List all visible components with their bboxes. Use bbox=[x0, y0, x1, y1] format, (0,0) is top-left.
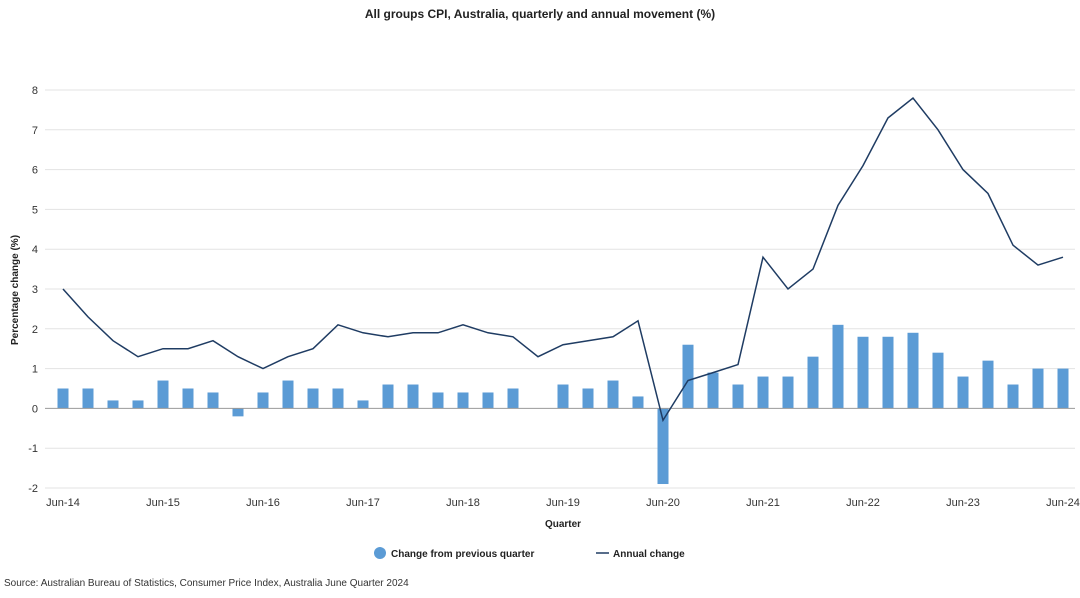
gridlines bbox=[45, 89, 1075, 489]
bar bbox=[357, 400, 369, 409]
bar bbox=[82, 388, 94, 409]
x-tick-label: Jun-23 bbox=[946, 497, 980, 509]
bar bbox=[682, 344, 694, 409]
bar bbox=[182, 388, 194, 409]
y-tick-label: 5 bbox=[32, 204, 38, 216]
bar bbox=[632, 396, 644, 409]
bar bbox=[657, 408, 669, 485]
y-tick-label: -2 bbox=[28, 483, 38, 495]
x-tick-label: Jun-22 bbox=[846, 497, 880, 509]
bar bbox=[382, 384, 394, 409]
y-tick-label: -1 bbox=[28, 443, 38, 455]
chart-title: All groups CPI, Australia, quarterly and… bbox=[365, 7, 715, 21]
bar bbox=[932, 352, 944, 409]
bar bbox=[1007, 384, 1019, 409]
bar bbox=[757, 376, 769, 409]
x-tick-label: Jun-15 bbox=[146, 497, 180, 509]
bar bbox=[457, 392, 469, 409]
bar bbox=[207, 392, 219, 409]
bar bbox=[482, 392, 494, 409]
legend-bar-marker bbox=[374, 547, 386, 559]
x-tick-label: Jun-16 bbox=[246, 497, 280, 509]
y-axis-ticks: -2 -1 0 1 2 3 4 5 6 7 8 bbox=[28, 85, 38, 495]
y-tick-label: 1 bbox=[32, 364, 38, 376]
bar bbox=[857, 336, 869, 409]
bar-series bbox=[57, 324, 1069, 485]
bar bbox=[582, 388, 594, 409]
bar bbox=[607, 380, 619, 409]
bar bbox=[257, 392, 269, 409]
bar bbox=[332, 388, 344, 409]
y-tick-label: 7 bbox=[32, 125, 38, 137]
y-tick-label: 6 bbox=[32, 165, 38, 177]
y-tick-label: 3 bbox=[32, 284, 38, 296]
bar bbox=[557, 384, 569, 409]
y-tick-label: 2 bbox=[32, 324, 38, 336]
bar bbox=[232, 408, 244, 417]
x-tick-label: Jun-24 bbox=[1046, 497, 1080, 509]
bar bbox=[782, 376, 794, 409]
x-tick-label: Jun-14 bbox=[46, 497, 80, 509]
x-tick-label: Jun-21 bbox=[746, 497, 780, 509]
y-axis-label: Percentage change (%) bbox=[10, 235, 21, 345]
bar bbox=[957, 376, 969, 409]
y-tick-label: 4 bbox=[32, 244, 38, 256]
bar bbox=[707, 372, 719, 409]
bar bbox=[132, 400, 144, 409]
legend-bar-label: Change from previous quarter bbox=[391, 549, 534, 560]
bar bbox=[432, 392, 444, 409]
legend: Change from previous quarter Annual chan… bbox=[374, 547, 685, 560]
x-tick-label: Jun-19 bbox=[546, 497, 580, 509]
legend-line-label: Annual change bbox=[613, 549, 685, 560]
bar bbox=[282, 380, 294, 409]
bar bbox=[57, 388, 69, 409]
annual-change-line bbox=[62, 96, 1064, 423]
x-axis-ticks: Jun-14 Jun-15 Jun-16 Jun-17 Jun-18 Jun-19 Jun-… bbox=[46, 497, 1080, 509]
bar bbox=[307, 388, 319, 409]
bar bbox=[507, 388, 519, 409]
bar bbox=[732, 384, 744, 409]
x-tick-label: Jun-18 bbox=[446, 497, 480, 509]
bar bbox=[407, 384, 419, 409]
bar bbox=[882, 336, 894, 409]
x-tick-label: Jun-17 bbox=[346, 497, 380, 509]
bar bbox=[982, 360, 994, 409]
x-axis-label: Quarter bbox=[545, 519, 581, 530]
bar bbox=[1057, 368, 1069, 409]
bar bbox=[832, 324, 844, 409]
source-note: Source: Australian Bureau of Statistics,… bbox=[4, 578, 409, 589]
bar bbox=[807, 356, 819, 409]
bar bbox=[107, 400, 119, 409]
bar bbox=[907, 332, 919, 409]
y-tick-label: 0 bbox=[32, 403, 38, 415]
x-tick-label: Jun-20 bbox=[646, 497, 680, 509]
bar bbox=[1032, 368, 1044, 409]
bar bbox=[157, 380, 169, 409]
y-tick-label: 8 bbox=[32, 85, 38, 97]
